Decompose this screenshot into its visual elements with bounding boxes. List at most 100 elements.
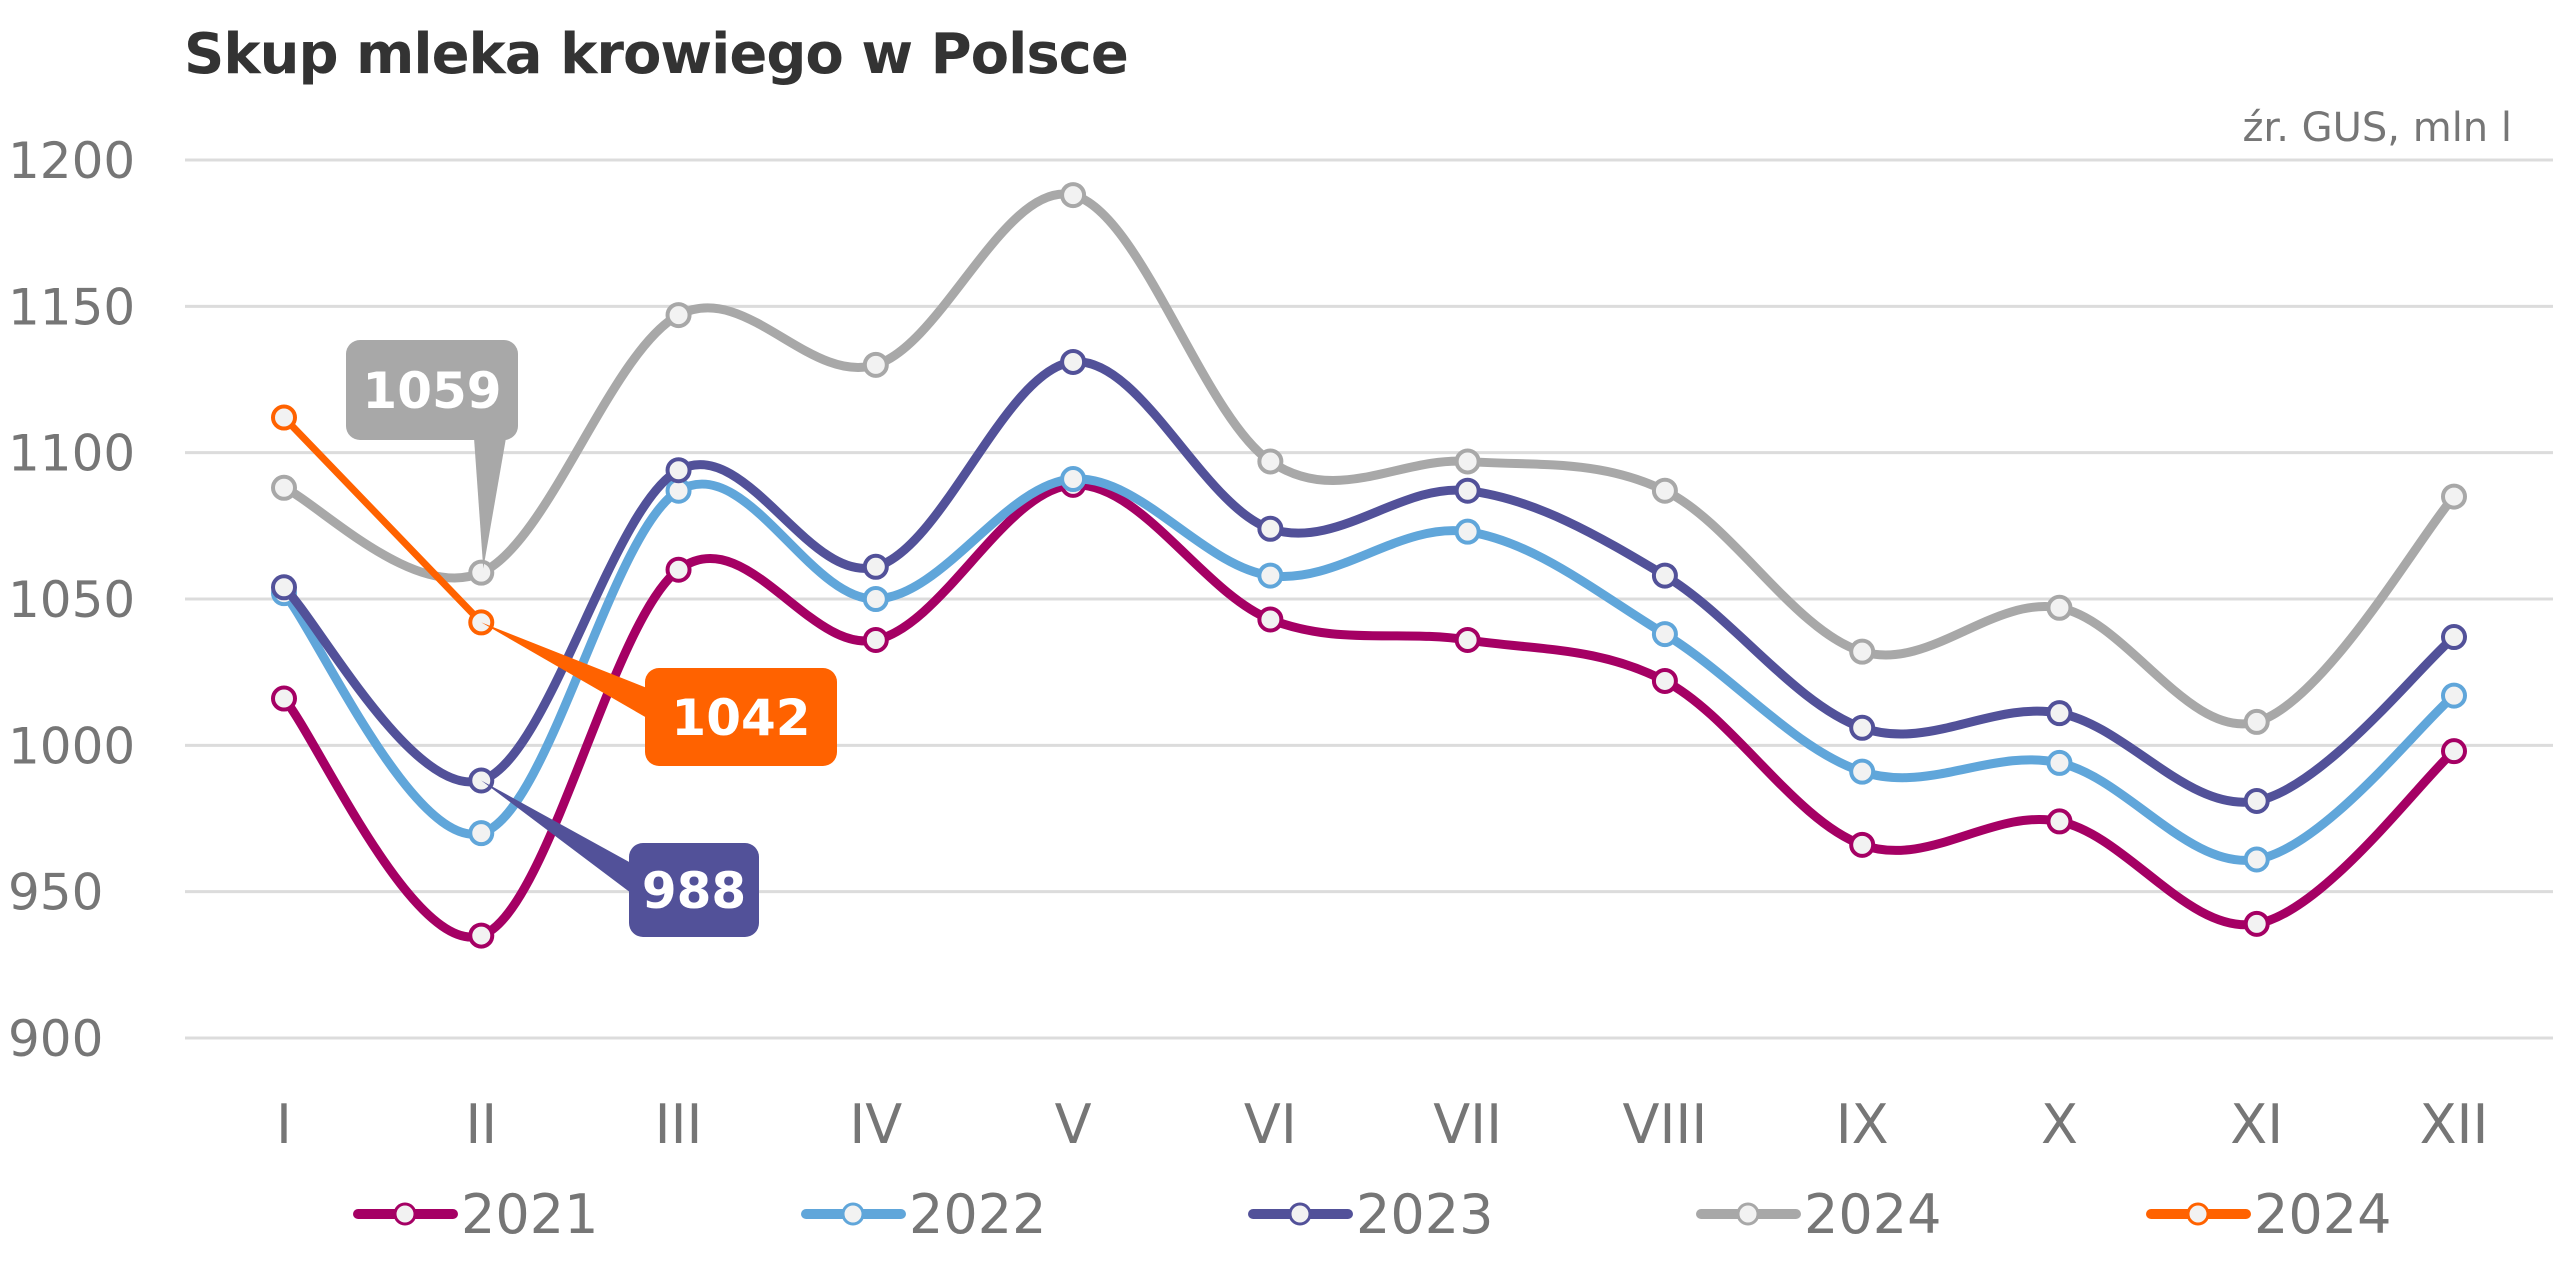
legend-item-2023-2: 2023: [1248, 1183, 1493, 1246]
data-point-marker: [2441, 682, 2467, 709]
x-tick-label: VIII: [1623, 1093, 1708, 1156]
x-tick-label: X: [2041, 1093, 2078, 1156]
x-tick-label: XI: [2230, 1093, 2283, 1156]
series-line: [279, 189, 2459, 729]
chart-title: Skup mleka krowiego w Polsce: [184, 22, 1129, 87]
data-point-marker: [271, 474, 297, 501]
callout-label: 988: [642, 862, 746, 920]
legend-label: 2022: [909, 1183, 1046, 1246]
legend-marker: [2186, 1202, 2210, 1226]
data-point-marker: [1849, 831, 1876, 858]
data-point-marker: [2243, 846, 2270, 873]
legend-label: 2023: [1356, 1183, 1493, 1246]
data-point-marker: [1454, 626, 1481, 653]
data-point-marker: [2243, 910, 2270, 937]
data-point-marker: [1651, 621, 1678, 648]
series-line: [280, 414, 485, 626]
x-tick-label: XII: [2420, 1093, 2489, 1156]
callout-pointer: [481, 622, 647, 718]
y-axis: 900 950 1000 1050 1100 1150 1200: [8, 132, 135, 1068]
data-point-marker: [665, 556, 692, 583]
x-tick-label: IX: [1836, 1093, 1889, 1156]
data-point-marker: [2046, 808, 2073, 835]
legend-label: 2024: [2254, 1183, 2391, 1246]
legend: 2021 2022 2023 2024 2024: [353, 1183, 2391, 1246]
data-point-marker: [1454, 477, 1481, 504]
legend-label: 2021: [461, 1183, 598, 1246]
series-2022-1: [271, 466, 2467, 873]
data-point-marker: [271, 685, 297, 712]
legend-item-2024-3: 2024: [1696, 1183, 1941, 1246]
legend-marker: [1736, 1202, 1760, 1226]
data-point-marker: [2243, 787, 2270, 814]
data-point-marker: [1060, 466, 1087, 493]
series-2023-2: [271, 348, 2467, 814]
callout-pointer: [474, 438, 506, 569]
data-point-marker: [862, 351, 889, 378]
x-tick-label: II: [465, 1093, 497, 1156]
data-point-marker: [1454, 518, 1481, 545]
callouts: 1059 1042 988: [346, 340, 837, 937]
series-2021-0: [271, 471, 2467, 949]
callout-box: [346, 340, 518, 440]
callout-1042: 1042: [481, 622, 837, 766]
y-tick-label: 1200: [8, 132, 135, 190]
legend-marker: [1288, 1202, 1312, 1226]
y-tick-label: 950: [8, 864, 103, 922]
data-point-marker: [2046, 749, 2073, 776]
data-point-marker: [271, 574, 297, 601]
series-line: [279, 357, 2459, 807]
data-point-marker: [862, 553, 889, 580]
data-point-marker: [1060, 182, 1087, 209]
y-tick-label: 1150: [8, 278, 135, 336]
callout-box: [645, 668, 837, 766]
legend-item-2022-1: 2022: [801, 1183, 1046, 1246]
legend-marker: [393, 1202, 417, 1226]
x-tick-label: IV: [849, 1093, 902, 1156]
x-tick-label: I: [276, 1093, 292, 1156]
legend-item-2021-0: 2021: [353, 1183, 598, 1246]
data-point-marker: [1454, 448, 1481, 475]
data-point-marker: [468, 559, 495, 586]
y-tick-label: 1000: [8, 717, 135, 775]
data-point-marker: [1060, 348, 1087, 375]
data-point-marker: [271, 404, 297, 431]
callout-label: 1059: [362, 362, 501, 420]
series-2024-3: [271, 182, 2467, 735]
data-point-marker: [1849, 638, 1876, 665]
callout-label: 1042: [671, 689, 810, 747]
x-tick-label: VII: [1433, 1093, 1502, 1156]
data-point-marker: [665, 457, 692, 484]
x-axis: I II III IV V VI VII VIII IX X XI XII: [276, 1093, 2488, 1156]
data-point-marker: [1651, 562, 1678, 589]
y-tick-label: 1100: [8, 425, 135, 483]
data-point-marker: [1257, 448, 1284, 475]
y-tick-label: 1050: [8, 571, 135, 629]
x-tick-label: VI: [1244, 1093, 1297, 1156]
x-tick-label: V: [1055, 1093, 1092, 1156]
data-point-marker: [1257, 562, 1284, 589]
data-point-marker: [1849, 758, 1876, 785]
data-point-marker: [1849, 714, 1876, 741]
data-point-marker: [2441, 483, 2467, 510]
callout-pointer: [481, 780, 631, 893]
legend-marker: [841, 1202, 865, 1226]
legend-label: 2024: [1804, 1183, 1941, 1246]
y-tick-label: 900: [8, 1010, 103, 1068]
data-point-marker: [2046, 594, 2073, 621]
data-point-marker: [1651, 667, 1678, 694]
source-note: źr. GUS, mln l: [2242, 105, 2512, 151]
data-point-marker: [468, 820, 495, 847]
callout-1059: 1059: [346, 340, 518, 569]
data-point-marker: [2243, 708, 2270, 735]
data-point-marker: [862, 586, 889, 612]
data-point-marker: [2441, 624, 2467, 651]
x-tick-label: III: [655, 1093, 703, 1156]
data-point-marker: [1257, 515, 1284, 542]
data-point-marker: [1651, 477, 1678, 504]
data-point-marker: [2441, 738, 2467, 765]
data-point-marker: [1257, 606, 1284, 633]
series-line: [279, 474, 2459, 865]
callout-988: 988: [481, 780, 759, 937]
